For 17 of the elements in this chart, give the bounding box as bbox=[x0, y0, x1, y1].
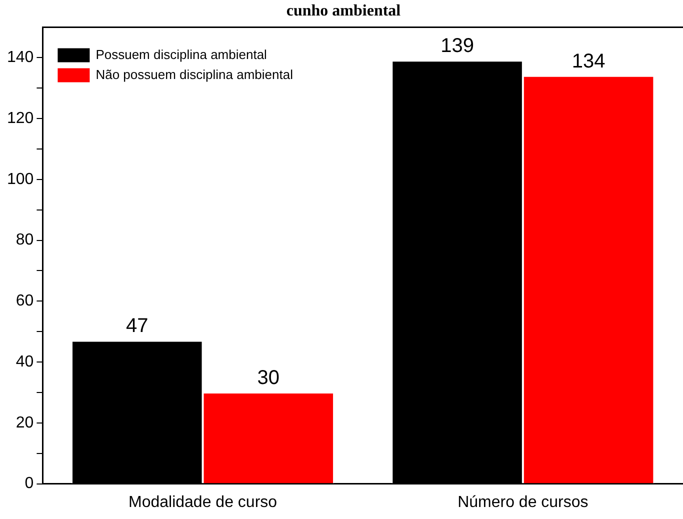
y-tick-label: 140 bbox=[6, 49, 34, 66]
legend-label: Possuem disciplina ambiental bbox=[96, 46, 268, 62]
y-tick-label: 120 bbox=[6, 110, 34, 127]
y-tick-label: 80 bbox=[16, 232, 34, 249]
x-tick-label: Número de cursos bbox=[458, 494, 588, 511]
y-tick-label: 0 bbox=[24, 475, 34, 492]
data-label: 134 bbox=[572, 50, 606, 72]
legend-label: Não possuem disciplina ambiental bbox=[96, 66, 294, 82]
y-tick-label: 40 bbox=[16, 353, 34, 370]
data-label: 47 bbox=[126, 315, 148, 338]
y-tick-label: 100 bbox=[6, 170, 34, 188]
data-label: 30 bbox=[257, 366, 280, 389]
y-tick-label: 60 bbox=[16, 292, 34, 310]
y-tick-label: 20 bbox=[16, 414, 34, 432]
data-label: 139 bbox=[440, 35, 474, 58]
chart-title: cunho ambiental bbox=[286, 2, 402, 20]
x-tick-label: Modalidade de curso bbox=[128, 494, 278, 511]
